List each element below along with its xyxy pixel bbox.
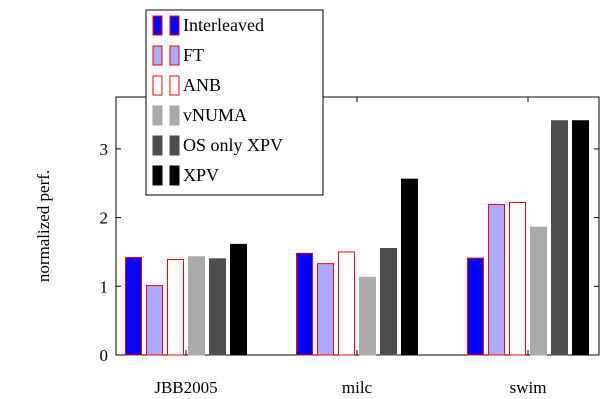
- y-tick-label: 0: [100, 346, 109, 365]
- legend-swatch: [152, 45, 163, 66]
- legend-swatch: [169, 15, 180, 36]
- bar-vnuma: [359, 276, 376, 356]
- legend-label: Interleaved: [183, 15, 264, 35]
- legend-label: ANB: [183, 75, 221, 95]
- legend-swatch: [169, 75, 180, 96]
- legend-swatch: [169, 165, 180, 186]
- bar-xpv: [401, 178, 418, 356]
- legend-swatch: [169, 135, 180, 156]
- legend-swatch: [169, 45, 180, 66]
- x-axis: JBB2005 milc swim: [154, 97, 546, 397]
- bar-ft: [488, 204, 505, 356]
- legend-label: OS only XPV: [183, 135, 283, 155]
- y-tick-label: 3: [100, 140, 109, 159]
- legend-swatch: [169, 105, 180, 126]
- x-tick-label: swim: [510, 378, 547, 397]
- legend-label: FT: [183, 45, 204, 65]
- bar-vnuma: [530, 226, 547, 356]
- bar-interleaved: [125, 256, 142, 356]
- y-axis-label: normalized perf.: [34, 170, 53, 282]
- legend-swatch: [152, 135, 163, 156]
- bar-xpv: [230, 243, 247, 356]
- legend-box: [145, 9, 324, 196]
- bar-interleaved: [296, 252, 313, 356]
- legend-swatch: [152, 15, 163, 36]
- legend-swatch: [152, 105, 163, 126]
- x-tick-label: JBB2005: [154, 378, 217, 397]
- legend-swatch: [152, 75, 163, 96]
- bar-interleaved: [467, 257, 484, 356]
- y-tick-label: 2: [100, 209, 109, 228]
- bar-ft: [317, 263, 334, 356]
- legend-label: vNUMA: [183, 105, 247, 125]
- y-axis: 0 1 2 3: [100, 140, 599, 365]
- x-tick-label: milc: [342, 378, 373, 397]
- legend: Interleaved FT ANB vNUMA OS only XPV XPV: [145, 9, 324, 196]
- bar-os-only-xpv: [380, 248, 397, 356]
- bar-ft: [146, 285, 163, 356]
- bar-xpv: [572, 120, 589, 356]
- bars-layer: [125, 120, 589, 356]
- bar-os-only-xpv: [209, 258, 226, 356]
- legend-swatch: [152, 165, 163, 186]
- bar-vnuma: [188, 256, 205, 356]
- bar-os-only-xpv: [551, 120, 568, 356]
- y-tick-label: 1: [100, 277, 109, 296]
- bar-anb: [509, 201, 526, 356]
- bar-anb: [338, 251, 355, 356]
- bar-anb: [167, 259, 184, 356]
- legend-label: XPV: [183, 165, 219, 185]
